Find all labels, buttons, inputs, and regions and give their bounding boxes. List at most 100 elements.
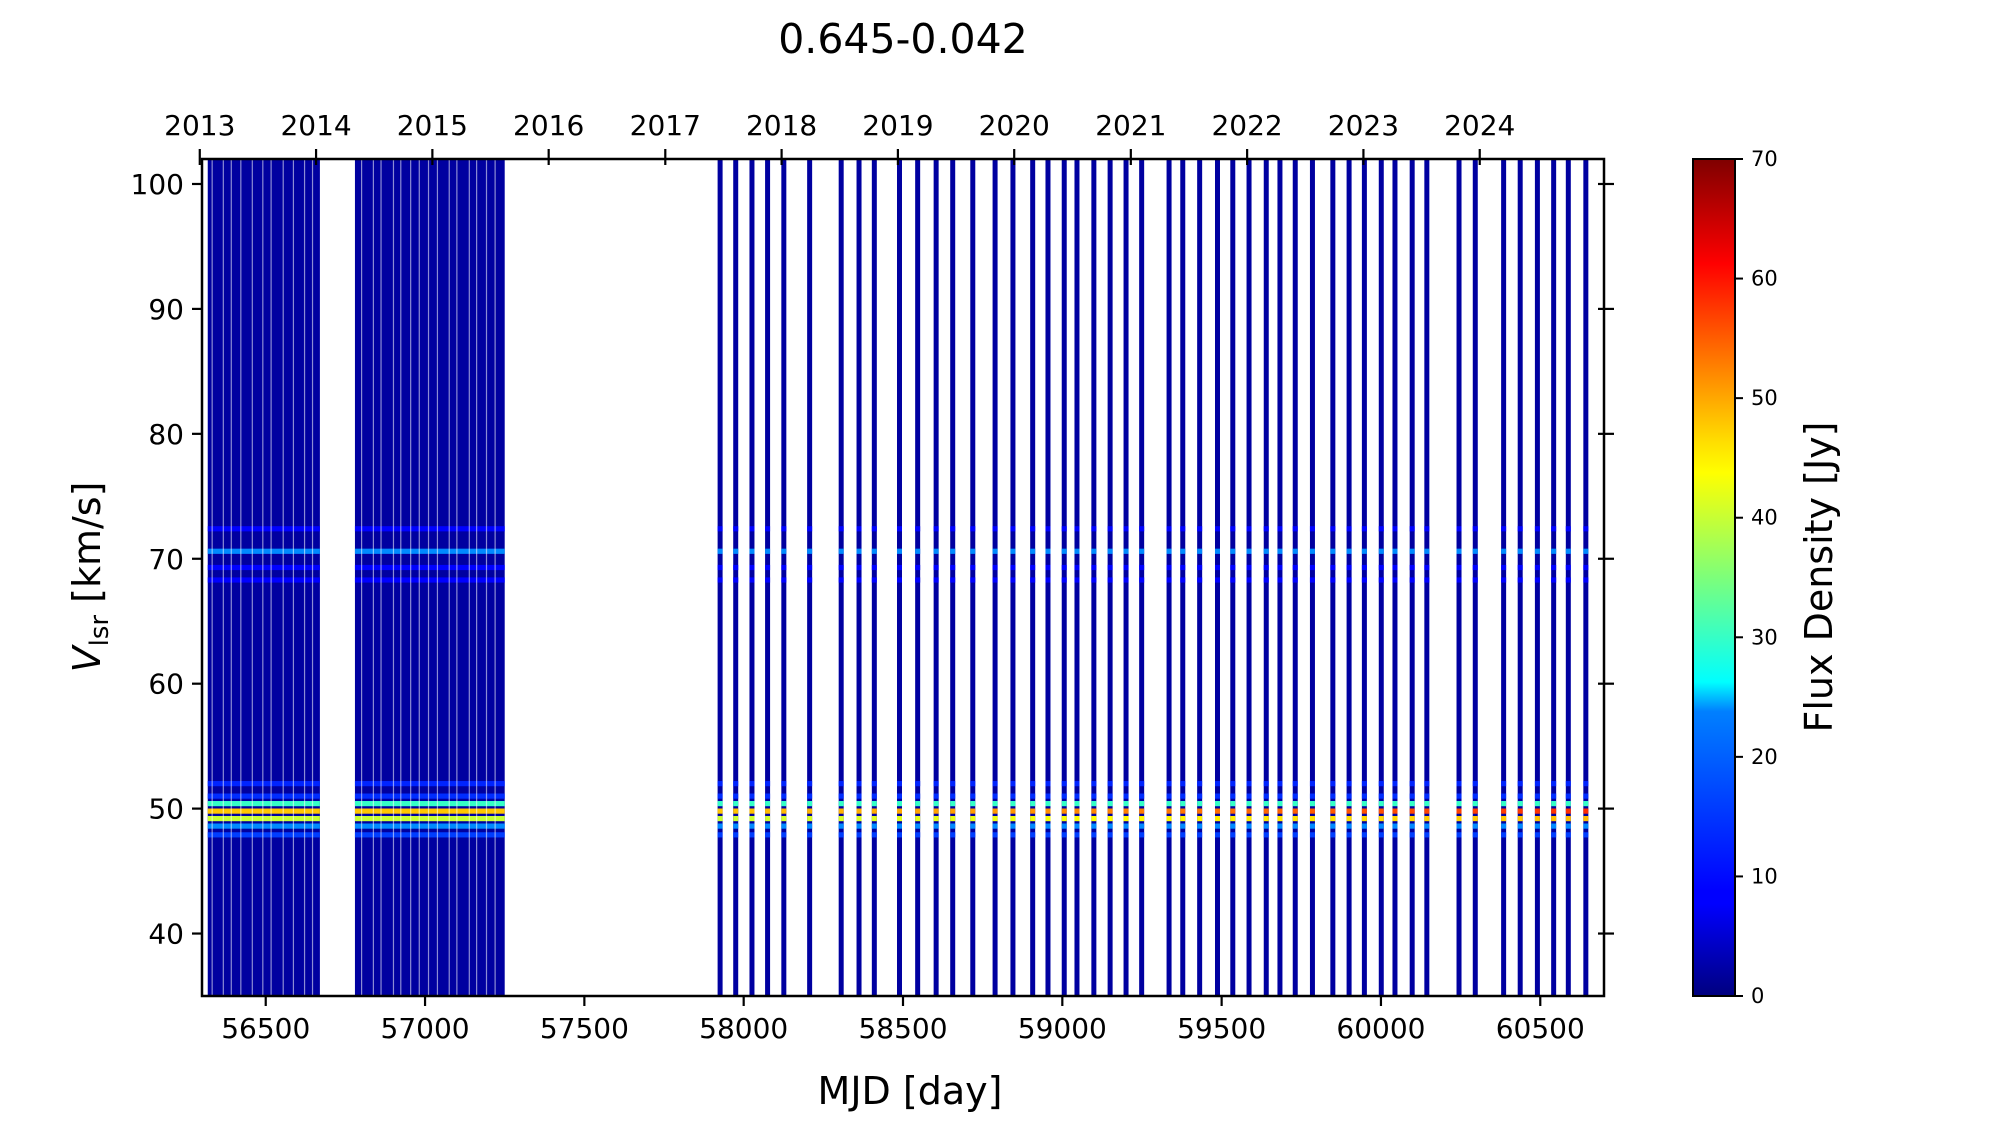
epoch-band <box>1565 832 1571 838</box>
epoch-band <box>838 808 844 814</box>
epoch-band <box>765 548 771 554</box>
year-tick-label: 2017 <box>630 109 701 142</box>
epoch-band <box>1010 816 1016 822</box>
heatmap-data <box>207 159 1589 996</box>
y-tick-label: 70 <box>148 543 184 576</box>
dense-block-band <box>354 816 505 822</box>
observation-gap <box>494 159 496 996</box>
epoch-band <box>1139 564 1145 571</box>
epoch-band <box>1263 832 1269 838</box>
epoch-band <box>1361 808 1367 814</box>
epoch-band <box>1424 793 1430 799</box>
epoch-band <box>765 577 771 583</box>
epoch-band <box>1263 564 1269 571</box>
epoch-band <box>1139 526 1145 532</box>
epoch-band <box>1472 801 1478 807</box>
epoch-band <box>970 793 976 799</box>
epoch-band <box>1180 816 1186 822</box>
epoch-band <box>1346 781 1352 787</box>
epoch-band <box>717 816 723 822</box>
epoch-band <box>733 577 739 583</box>
epoch-band <box>1517 577 1523 583</box>
epoch-band <box>1346 823 1352 829</box>
epoch-band <box>1166 577 1172 583</box>
epoch-band <box>1392 526 1398 532</box>
epoch-band <box>1309 793 1315 799</box>
epoch-band <box>1409 808 1415 814</box>
epoch-band <box>1409 823 1415 829</box>
epoch-band <box>1456 823 1462 829</box>
epoch-band <box>1456 577 1462 583</box>
epoch-band <box>856 823 862 829</box>
x-tick-label: 56500 <box>221 1012 310 1045</box>
epoch-band <box>1180 823 1186 829</box>
epoch-band <box>1309 823 1315 829</box>
epoch-band <box>1230 548 1236 554</box>
epoch-band <box>1472 808 1478 814</box>
epoch-band <box>749 577 755 583</box>
dense-block-band <box>207 781 320 787</box>
epoch-band <box>1230 823 1236 829</box>
epoch-band <box>1246 577 1252 583</box>
observation-gap <box>222 159 224 996</box>
epoch-band <box>717 564 723 571</box>
epoch-band <box>749 801 755 807</box>
epoch-band <box>1214 801 1220 807</box>
epoch-band <box>781 781 787 787</box>
epoch-band <box>1565 526 1571 532</box>
epoch-band <box>1292 781 1298 787</box>
epoch-band <box>933 781 939 787</box>
epoch-band <box>1166 801 1172 807</box>
epoch-band <box>992 526 998 532</box>
epoch-band <box>1409 577 1415 583</box>
epoch-band <box>1246 548 1252 554</box>
epoch-band <box>896 832 902 838</box>
observation-gap <box>392 159 395 996</box>
epoch-band <box>1534 577 1540 583</box>
epoch-band <box>992 823 998 829</box>
epoch-band <box>1166 816 1172 822</box>
epoch-band <box>1392 564 1398 571</box>
epoch-band <box>1263 816 1269 822</box>
epoch-band <box>1180 564 1186 571</box>
epoch-band <box>1277 564 1283 571</box>
year-tick-label: 2021 <box>1095 109 1166 142</box>
epoch-band <box>1091 577 1097 583</box>
epoch-band <box>838 577 844 583</box>
observation-gap <box>400 159 402 996</box>
epoch-band <box>1565 548 1571 554</box>
epoch-band <box>1517 823 1523 829</box>
epoch-band <box>1361 801 1367 807</box>
epoch-band <box>1263 793 1269 799</box>
epoch-band <box>992 801 998 807</box>
epoch-band <box>1123 793 1129 799</box>
epoch-band <box>1074 781 1080 787</box>
epoch-band <box>1107 823 1113 829</box>
epoch-band <box>1534 548 1540 554</box>
epoch-band <box>717 832 723 838</box>
epoch-band <box>1424 564 1430 571</box>
x-tick-label: 59500 <box>1177 1012 1266 1045</box>
epoch-band <box>807 808 813 814</box>
epoch-band <box>1583 801 1589 807</box>
epoch-band <box>1214 564 1220 571</box>
epoch-band <box>896 526 902 532</box>
epoch-band <box>871 564 877 571</box>
epoch-band <box>765 823 771 829</box>
epoch-band <box>1214 526 1220 532</box>
epoch-band <box>1534 564 1540 571</box>
observation-gap <box>456 159 458 996</box>
epoch-band <box>1180 832 1186 838</box>
epoch-band <box>1197 526 1203 532</box>
epoch-band <box>749 781 755 787</box>
epoch-band <box>1107 793 1113 799</box>
epoch-band <box>970 577 976 583</box>
epoch-band <box>781 526 787 532</box>
y-axis-label-symbol: V <box>65 643 109 672</box>
epoch-band <box>1230 801 1236 807</box>
epoch-band <box>1424 832 1430 838</box>
epoch-band <box>1517 801 1523 807</box>
epoch-band <box>717 781 723 787</box>
epoch-band <box>1139 808 1145 814</box>
epoch-band <box>781 808 787 814</box>
